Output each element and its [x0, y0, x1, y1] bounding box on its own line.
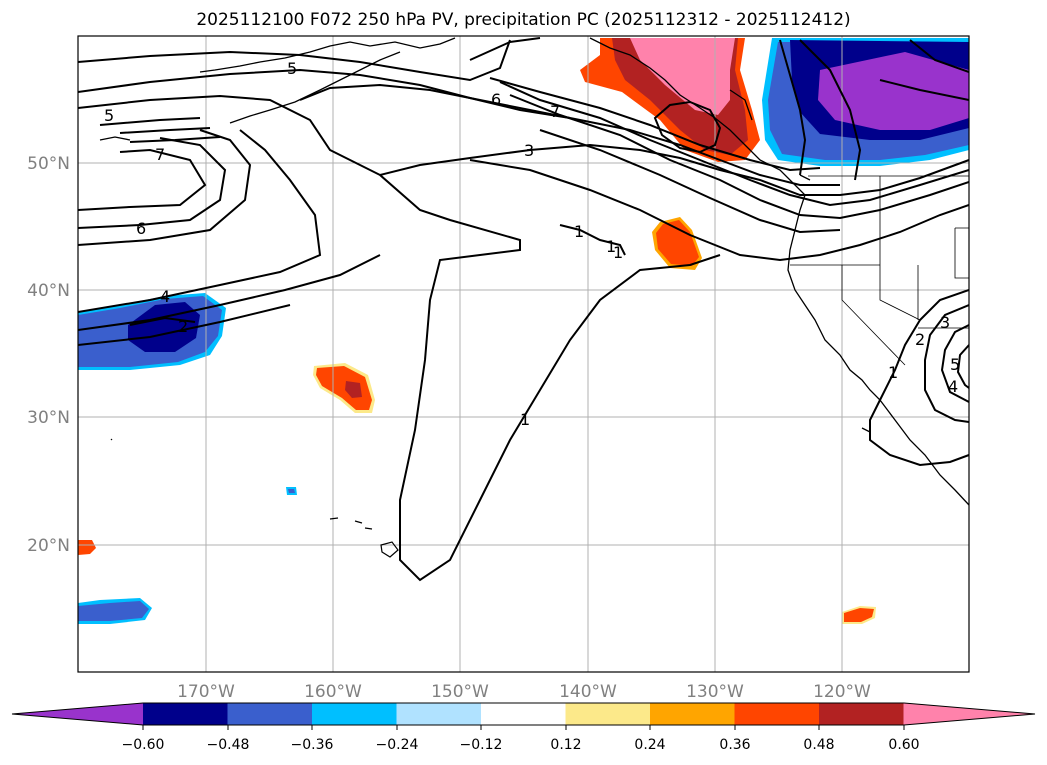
colorbar-swatch	[12, 703, 143, 725]
lon-label: 160°W	[304, 682, 362, 702]
colorbar-tick-label: 0.24	[634, 737, 665, 753]
colorbar-swatch	[312, 703, 397, 725]
contour-label: 1	[888, 363, 898, 382]
contour-label: 2	[178, 317, 188, 336]
colorbar-tick-label: 0.48	[803, 737, 834, 753]
colorbar-tick-label: 0.12	[550, 737, 581, 753]
pv-contour-labels: 5 5 7 6 6 7 3 4 2 1 1 1 1 2 3 4 5 1	[104, 59, 960, 429]
hawaii-islands	[110, 438, 399, 558]
precipitation-fills	[78, 38, 969, 624]
colorbar-swatch	[819, 703, 904, 725]
contour-label: 1	[520, 410, 530, 429]
colorbar-swatch	[481, 703, 566, 725]
colorbar-swatch	[734, 703, 820, 725]
lon-label: 120°W	[813, 682, 871, 702]
lat-label: 40°N	[27, 281, 70, 301]
contour-label: 5	[287, 59, 297, 78]
contour-label: 5	[950, 355, 960, 374]
latitude-labels: 50°N 40°N 30°N 20°N	[27, 154, 70, 556]
colorbar-tick-label: −0.48	[207, 737, 250, 753]
contour-label: 6	[491, 90, 501, 109]
colorbar-tick-label: −0.36	[291, 737, 334, 753]
colorbar-swatches	[12, 703, 1035, 725]
contour-label: 2	[915, 330, 925, 349]
colorbar-swatch	[396, 703, 482, 725]
colorbar-tick-label: −0.24	[376, 737, 419, 753]
precip-positive-sw-edge	[78, 540, 96, 555]
lon-label: 150°W	[431, 682, 489, 702]
colorbar-ticks	[142, 725, 905, 730]
borders	[790, 175, 969, 366]
lon-label: 140°W	[559, 682, 617, 702]
colorbar-tick-label: 0.60	[888, 737, 919, 753]
contour-label: 6	[136, 219, 146, 238]
colorbar-swatch	[565, 703, 651, 725]
colorbar-tick-label: 0.36	[719, 737, 750, 753]
lat-label: 50°N	[27, 154, 70, 174]
contour-label: 5	[104, 106, 114, 125]
colorbar: −0.60 −0.48 −0.36 −0.24 −0.12 0.12 0.24 …	[11, 702, 1036, 753]
map-frame	[77, 35, 970, 673]
contour-label: 3	[940, 313, 950, 332]
pv-contours	[78, 37, 969, 582]
contour-label: 1	[613, 243, 623, 262]
contour-label: 3	[524, 141, 534, 160]
lon-label: 170°W	[177, 682, 235, 702]
colorbar-swatch	[227, 703, 313, 725]
lat-label: 30°N	[27, 408, 70, 428]
lon-label: 130°W	[686, 682, 744, 702]
contour-label: 1	[574, 222, 584, 241]
lat-label: 20°N	[27, 536, 70, 556]
map-canvas: 5 5 7 6 6 7 3 4 2 1 1 1 1 2 3 4 5 1	[78, 36, 969, 672]
colorbar-tick-labels: −0.60 −0.48 −0.36 −0.24 −0.12 0.12 0.24 …	[122, 737, 920, 753]
colorbar-swatch	[143, 703, 228, 725]
contour-label: 7	[550, 102, 560, 121]
graticule	[78, 36, 969, 672]
longitude-labels: 170°W 160°W 150°W 140°W 130°W 120°W	[177, 682, 871, 702]
colorbar-swatch	[650, 703, 735, 725]
map-title: 2025112100 F072 250 hPa PV, precipitatio…	[196, 10, 851, 30]
colorbar-tick-label: −0.12	[460, 737, 503, 753]
colorbar-tick-label: −0.60	[122, 737, 165, 753]
contour-label: 7	[155, 145, 165, 164]
contour-label: 4	[160, 287, 170, 306]
contour-label: 4	[948, 377, 958, 396]
contour-label: 1	[606, 237, 616, 256]
colorbar-swatch	[903, 703, 1035, 725]
